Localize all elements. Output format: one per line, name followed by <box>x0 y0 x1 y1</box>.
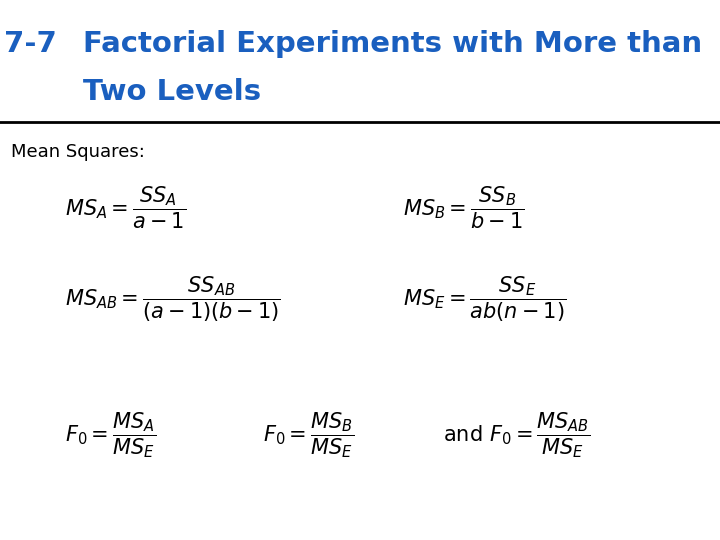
Text: 7-7: 7-7 <box>4 30 56 58</box>
Text: $F_0 = \dfrac{MS_B}{MS_E}$: $F_0 = \dfrac{MS_B}{MS_E}$ <box>263 410 354 460</box>
Text: $\mathrm{and}\ F_0 = \dfrac{MS_{AB}}{MS_E}$: $\mathrm{and}\ F_0 = \dfrac{MS_{AB}}{MS_… <box>443 410 590 460</box>
Text: $MS_A = \dfrac{SS_A}{a - 1}$: $MS_A = \dfrac{SS_A}{a - 1}$ <box>65 185 186 231</box>
Text: $MS_{AB} = \dfrac{SS_{AB}}{(a - 1)(b - 1)}$: $MS_{AB} = \dfrac{SS_{AB}}{(a - 1)(b - 1… <box>65 275 281 324</box>
Text: $MS_E = \dfrac{SS_E}{ab(n - 1)}$: $MS_E = \dfrac{SS_E}{ab(n - 1)}$ <box>403 275 567 324</box>
Text: Mean Squares:: Mean Squares: <box>11 143 145 161</box>
Text: Two Levels: Two Levels <box>83 78 261 106</box>
Text: $MS_B = \dfrac{SS_B}{b - 1}$: $MS_B = \dfrac{SS_B}{b - 1}$ <box>403 185 525 231</box>
Text: $F_0 = \dfrac{MS_A}{MS_E}$: $F_0 = \dfrac{MS_A}{MS_E}$ <box>65 410 156 460</box>
Text: Factorial Experiments with More than: Factorial Experiments with More than <box>83 30 702 58</box>
